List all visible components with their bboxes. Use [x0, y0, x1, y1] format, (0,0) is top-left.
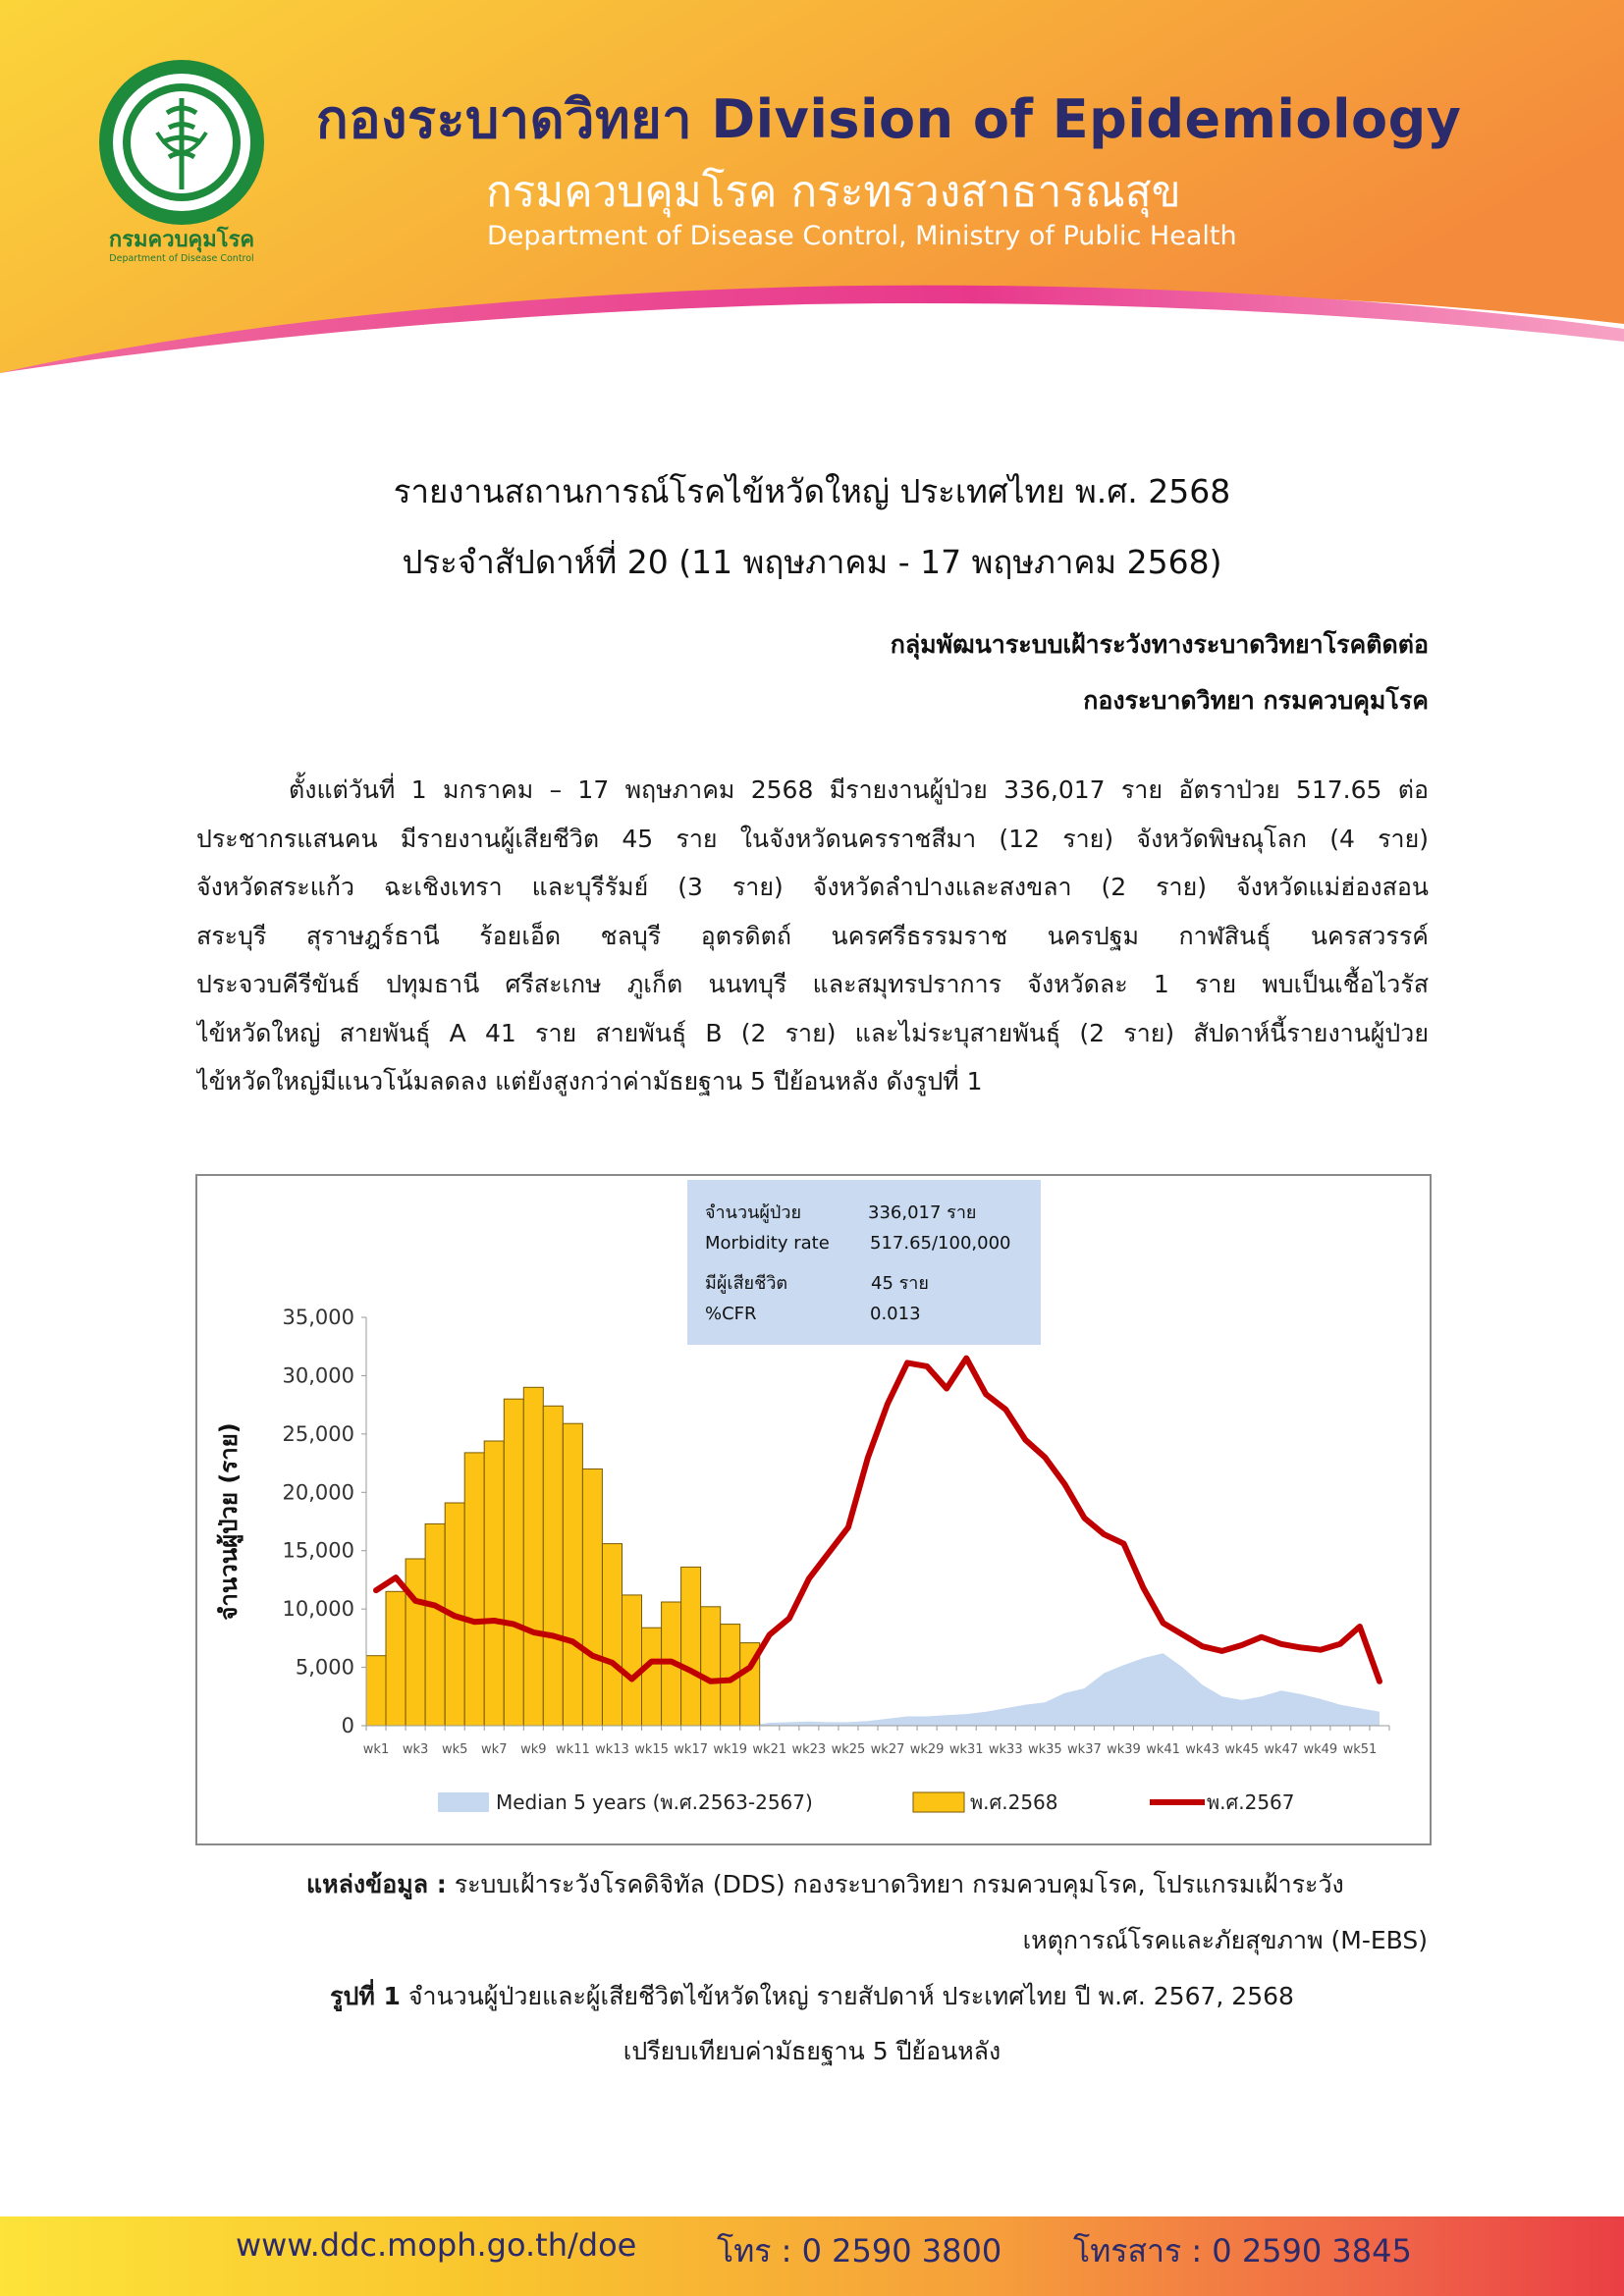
bar-2568-wk6: [463, 1452, 485, 1727]
logo-caption-en: Department of Disease Control: [109, 253, 253, 264]
footer-phone: โทร : 0 2590 3800: [717, 2232, 1002, 2269]
figure-label: รูปที่ 1: [330, 1982, 401, 2010]
x-tick-label: wk19: [713, 1742, 747, 1757]
footer-website-link[interactable]: www.ddc.moph.go.th/doe: [236, 2226, 637, 2264]
x-tick-label: wk1: [363, 1742, 389, 1757]
report-title-line2: ประจำสัปดาห์ที่ 20 (11 พฤษภาคม - 17 พฤษภ…: [402, 543, 1222, 581]
source-text-1: ระบบเฝ้าระวังโรคดิจิทัล (DDS) กองระบาดวิ…: [454, 1870, 1344, 1898]
bar-2568-wk11: [562, 1422, 583, 1727]
y-tick-label: 25,000: [283, 1422, 354, 1446]
bar-2568-wk2: [385, 1590, 406, 1727]
stat-label-deaths: มีผู้เสียชีวิต: [705, 1273, 788, 1294]
x-tick-label: wk21: [752, 1742, 786, 1757]
stat-value-cases: 336,017 ราย: [868, 1202, 977, 1223]
x-tick-label: wk13: [595, 1742, 629, 1757]
legend-label-2568: พ.ศ.2568: [970, 1790, 1058, 1814]
y-tick-label: 30,000: [283, 1363, 354, 1387]
paragraph-line: ประจวบคีรีขันธ์ ปทุมธานี ศรีสะเกษ ภูเก็ต…: [196, 970, 1429, 998]
legend-swatch-2568: [912, 1791, 965, 1813]
x-tick-label: wk45: [1224, 1742, 1259, 1757]
source-text-2: เหตุการณ์โรคและภัยสุขภาพ (M-EBS): [1022, 1926, 1428, 1954]
x-tick-label: wk27: [871, 1742, 905, 1757]
y-tick-label: 0: [342, 1714, 354, 1737]
x-tick-label: wk51: [1343, 1742, 1378, 1757]
x-tick-label: wk43: [1185, 1742, 1219, 1757]
y-tick-label: 35,000: [283, 1306, 354, 1329]
bar-2568-wk1: [365, 1655, 387, 1727]
figure-text-2: เปรียบเทียบค่ามัธยฐาน 5 ปีย้อนหลัง: [623, 2037, 1001, 2065]
source-label: แหล่งข้อมูล :: [306, 1870, 447, 1898]
x-tick-label: wk47: [1264, 1742, 1298, 1757]
legend-swatch-median: [438, 1792, 489, 1812]
paragraph-line: ประชากรแสนคน มีรายงานผู้เสียชีวิต 45 ราย…: [196, 824, 1429, 853]
x-tick-label: wk39: [1107, 1742, 1141, 1757]
legend-label-median: Median 5 years (พ.ศ.2563-2567): [496, 1790, 813, 1814]
x-tick-label: wk5: [442, 1742, 467, 1757]
line-2567: [373, 1355, 1382, 1684]
x-tick-label: wk31: [949, 1742, 984, 1757]
x-tick-label: wk23: [792, 1742, 827, 1757]
x-tick-label: wk15: [634, 1742, 669, 1757]
stat-label-cfr: %CFR: [705, 1304, 757, 1324]
bar-2568-wk12: [581, 1468, 603, 1727]
x-tick-label: wk33: [989, 1742, 1023, 1757]
y-tick-label: 15,000: [283, 1539, 354, 1563]
legend-label-2567: พ.ศ.2567: [1207, 1790, 1295, 1814]
x-tick-label: wk29: [910, 1742, 945, 1757]
bar-2568-wk7: [483, 1440, 505, 1727]
y-tick-label: 5,000: [296, 1656, 354, 1680]
bar-2568-wk8: [503, 1398, 524, 1727]
bar-2568-wk10: [542, 1405, 564, 1727]
y-tick-label: 10,000: [283, 1597, 354, 1621]
stat-value-cfr: 0.013: [870, 1304, 921, 1324]
stat-label-cases: จำนวนผู้ป่วย: [705, 1202, 801, 1223]
y-axis-title: จำนวนผู้ป่วย (ราย): [215, 1422, 244, 1620]
footer-bar: [0, 2216, 1624, 2296]
x-tick-label: wk49: [1304, 1742, 1338, 1757]
figure-caption: รูปที่ 1 จำนวนผู้ป่วยและผู้เสียชีวิตไข้ห…: [0, 1977, 1624, 2016]
bar-2568-wk9: [522, 1386, 544, 1727]
x-tick-label: wk3: [403, 1742, 428, 1757]
report-title-line1: รายงานสถานการณ์โรคไข้หวัดใหญ่ ประเทศไทย …: [393, 472, 1231, 510]
figure-text-1: จำนวนผู้ป่วยและผู้เสียชีวิตไข้หวัดใหญ่ ร…: [407, 1982, 1294, 2010]
summary-stats-box: จำนวนผู้ป่วย 336,017 ราย Morbidity rate …: [687, 1180, 1041, 1345]
y-tick-label: 20,000: [283, 1480, 354, 1504]
x-tick-label: wk11: [556, 1742, 590, 1757]
logo-caption-th: กรมควบคุมโรค: [109, 226, 254, 253]
paragraph-line: สระบุรี สุราษฎร์ธานี ร้อยเอ็ด ชลบุรี อุต…: [196, 921, 1429, 950]
bar-2568-wk4: [424, 1522, 446, 1727]
bar-2568-wk15: [641, 1627, 662, 1727]
header-banner: [0, 0, 1624, 373]
bar-2568-wk13: [602, 1543, 623, 1727]
x-tick-label: wk35: [1028, 1742, 1062, 1757]
report-paragraph: ตั้งแต่วันที่ 1 มกราคม – 17 พฤษภาคม 2568…: [196, 766, 1429, 1106]
paragraph-line: จังหวัดสระแก้ว ฉะเชิงเทรา และบุรีรัมย์ (…: [196, 873, 1429, 901]
moph-logo: กรมควบคุมโรค Department of Disease Contr…: [99, 60, 264, 264]
x-tick-label: wk7: [481, 1742, 507, 1757]
x-tick-label: wk17: [674, 1742, 708, 1757]
x-tick-label: wk25: [832, 1742, 866, 1757]
header-subtitle-en: Department of Disease Control, Ministry …: [487, 221, 1237, 251]
source-caption: แหล่งข้อมูล : ระบบเฝ้าระวังโรคดิจิทัล (D…: [306, 1865, 1344, 1904]
bar-2568-wk3: [405, 1558, 426, 1727]
bar-2568-wk18: [700, 1606, 722, 1727]
header-title: กองระบาดวิทยา Division of Epidemiology: [316, 88, 1462, 150]
paragraph-line: ไข้หวัดใหญ่มีแนวโน้มลดลง แต่ยังสูงกว่าค่…: [196, 1067, 983, 1095]
stat-label-morbidity: Morbidity rate: [705, 1233, 830, 1254]
x-tick-label: wk37: [1067, 1742, 1102, 1757]
paragraph-line: ตั้งแต่วันที่ 1 มกราคม – 17 พฤษภาคม 2568…: [289, 775, 1429, 804]
median-area: [376, 1653, 1380, 1726]
chart-plot: 35,000 30,000 25,000 20,000 15,000 10,000 5,00…: [215, 1306, 1390, 1814]
header-subtitle-th: กรมควบคุมโรค กระทรวงสาธารณสุข: [486, 167, 1181, 217]
x-tick-label: wk41: [1146, 1742, 1180, 1757]
bar-2568-wk14: [622, 1594, 642, 1727]
stat-value-deaths: 45 ราย: [871, 1273, 929, 1294]
paragraph-line: ไข้หวัดใหญ่ สายพันธุ์ A 41 ราย สายพันธุ์…: [196, 1018, 1429, 1047]
report-unit-line2: กองระบาดวิทยา กรมควบคุมโรค: [1083, 686, 1429, 715]
report-unit-line1: กลุ่มพัฒนาระบบเฝ้าระวังทางระบาดวิทยาโรคต…: [890, 630, 1429, 659]
stat-value-morbidity: 517.65/100,000: [870, 1233, 1011, 1254]
x-tick-label: wk9: [520, 1742, 546, 1757]
bar-2568-wk17: [680, 1566, 702, 1727]
footer-fax: โทรสาร : 0 2590 3845: [1073, 2232, 1412, 2269]
